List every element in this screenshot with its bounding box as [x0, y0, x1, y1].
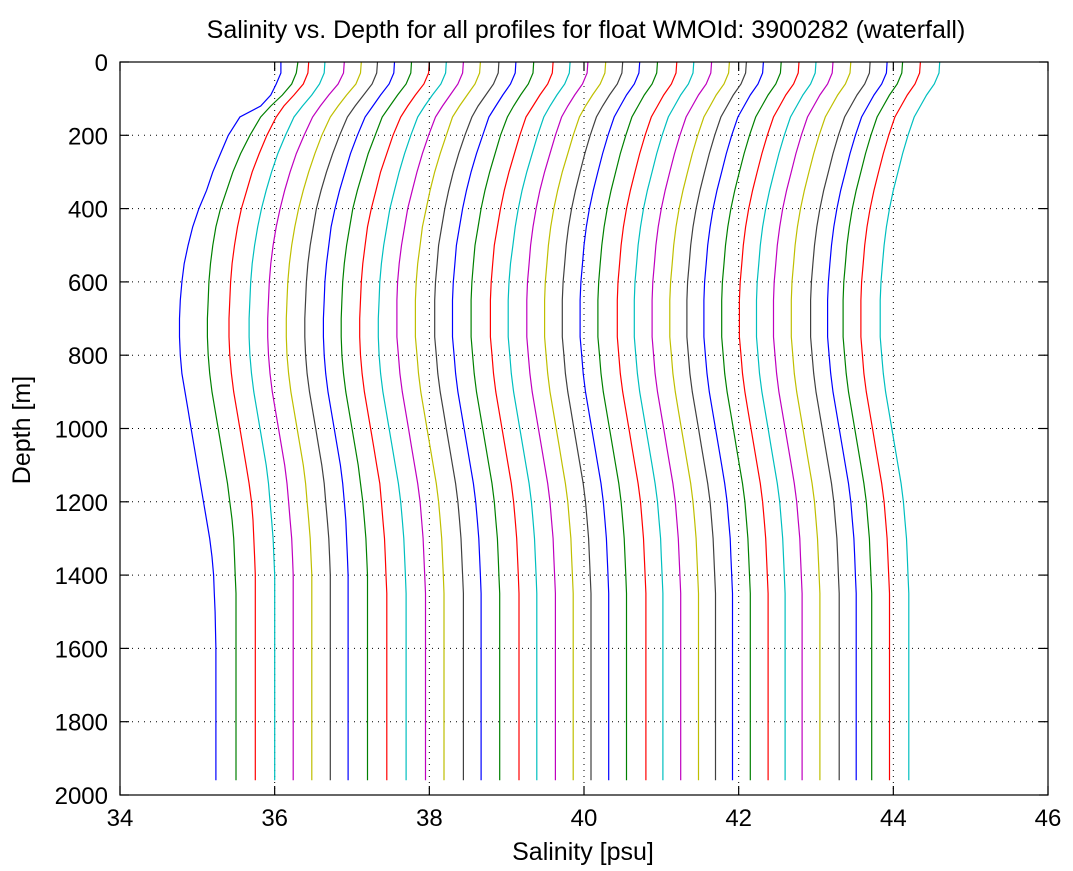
salinity-profile-39 [879, 61, 941, 781]
x-tick-label: 44 [880, 805, 907, 832]
x-tick-labels: 34 36 38 40 42 44 46 [107, 805, 1062, 832]
profile-lines [178, 61, 941, 781]
salinity-profile-19 [526, 61, 589, 781]
salinity-profile-25 [633, 61, 695, 781]
salinity-profile-15 [451, 61, 517, 781]
x-tick-label: 34 [107, 805, 134, 832]
salinity-profile-20 [543, 61, 607, 781]
y-tick-label: 1400 [55, 563, 108, 590]
salinity-profile-13 [414, 61, 481, 781]
x-tick-label: 46 [1035, 805, 1062, 832]
axis-ticks [119, 61, 1049, 796]
salinity-profile-34 [790, 61, 852, 781]
salinity-profile-28 [686, 61, 747, 781]
salinity-profile-31 [738, 61, 800, 781]
chart-title: Salinity vs. Depth for all profiles for … [207, 16, 966, 44]
y-tick-label: 1800 [55, 710, 108, 737]
salinity-profile-4 [248, 61, 326, 781]
y-tick-label: 1000 [55, 417, 108, 444]
y-tick-label: 600 [68, 270, 108, 297]
y-tick-label: 0 [95, 50, 108, 77]
salinity-profile-22 [579, 61, 641, 781]
salinity-profile-7 [304, 61, 379, 781]
salinity-profile-10 [359, 61, 430, 781]
salinity-profile-6 [285, 61, 362, 781]
salinity-profile-14 [434, 61, 500, 781]
salinity-profile-5 [267, 61, 345, 781]
y-tick-label: 800 [68, 343, 108, 370]
x-tick-label: 42 [725, 805, 752, 832]
grid-lines [120, 62, 1048, 795]
salinity-profile-23 [597, 61, 659, 781]
salinity-profile-2 [206, 61, 299, 781]
salinity-profile-27 [669, 61, 730, 781]
x-tick-label: 40 [571, 805, 598, 832]
salinity-profile-11 [377, 61, 447, 781]
salinity-profile-37 [842, 61, 904, 781]
salinity-profile-26 [651, 61, 713, 781]
x-tick-label: 36 [261, 805, 288, 832]
salinity-profile-9 [340, 61, 413, 781]
salinity-profile-17 [489, 61, 554, 781]
salinity-profile-18 [507, 61, 571, 781]
y-tick-label: 1200 [55, 490, 108, 517]
salinity-profile-1 [178, 62, 282, 781]
salinity-profile-33 [772, 61, 834, 781]
salinity-profile-12 [396, 61, 464, 781]
y-tick-label: 400 [68, 197, 108, 224]
salinity-profile-29 [703, 61, 764, 781]
salinity-profile-32 [755, 61, 817, 781]
y-tick-labels: 0 200 400 600 800 1000 1200 1400 1600 1800 2000 [55, 50, 108, 810]
y-tick-label: 1600 [55, 636, 108, 663]
salinity-profile-24 [616, 61, 678, 781]
y-tick-label: 200 [68, 123, 108, 150]
salinity-profile-8 [322, 61, 396, 781]
salinity-profile-35 [809, 61, 871, 781]
x-tick-label: 38 [416, 805, 443, 832]
y-axis-label: Depth [m] [8, 376, 36, 484]
salinity-profile-21 [561, 61, 624, 781]
y-tick-label: 2000 [55, 783, 108, 810]
salinity-profile-3 [228, 61, 310, 781]
salinity-profile-30 [721, 61, 782, 781]
salinity-profile-16 [470, 61, 535, 781]
salinity-profile-36 [826, 61, 888, 781]
x-axis-label: Salinity [psu] [512, 838, 654, 866]
salinity-profile-38 [860, 61, 921, 781]
